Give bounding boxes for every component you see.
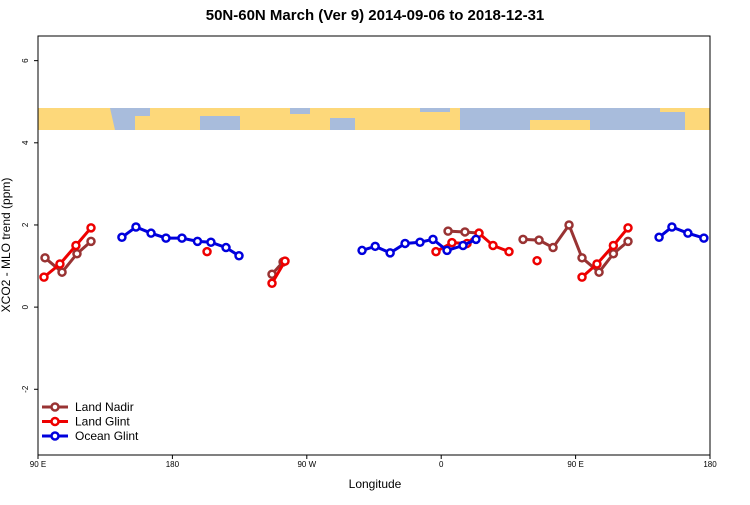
chart-title: 50N-60N March (Ver 9) 2014-09-06 to 2018… <box>206 7 545 24</box>
point <box>385 248 395 258</box>
legend-label: Land Glint <box>75 415 130 429</box>
point <box>577 272 587 282</box>
point <box>234 251 244 261</box>
x-tick-label: 90 E <box>567 460 583 469</box>
point <box>592 259 602 269</box>
point <box>443 226 453 236</box>
legend-marker <box>50 431 60 441</box>
point <box>415 237 425 247</box>
point <box>40 253 50 263</box>
point <box>71 240 81 251</box>
point <box>39 272 49 282</box>
point <box>577 253 587 263</box>
point <box>428 234 438 245</box>
x-tick-label: 90 W <box>297 460 316 469</box>
point <box>471 234 481 245</box>
map-strip <box>38 108 710 130</box>
point <box>504 246 514 257</box>
point <box>623 223 633 233</box>
point <box>400 238 410 249</box>
point <box>548 242 558 253</box>
point <box>532 255 542 266</box>
point <box>131 222 141 232</box>
y-tick-label: 0 <box>21 304 30 309</box>
series-line <box>43 226 630 285</box>
point <box>683 228 693 238</box>
point <box>267 269 277 280</box>
x-tick-label: 180 <box>166 460 180 469</box>
point <box>370 241 380 252</box>
legend-label: Ocean Glint <box>75 429 139 443</box>
x-tick-label: 0 <box>439 460 444 469</box>
point <box>57 267 67 277</box>
point <box>431 246 441 257</box>
point <box>594 267 604 277</box>
point <box>267 278 277 289</box>
point <box>192 236 203 247</box>
point <box>55 259 65 269</box>
point <box>564 220 574 230</box>
point <box>518 234 528 245</box>
plot-frame <box>37 35 711 456</box>
point <box>699 233 709 243</box>
point <box>357 245 367 256</box>
point <box>146 228 156 238</box>
y-tick-label: 2 <box>21 222 30 227</box>
point <box>488 240 498 251</box>
legend-marker <box>50 402 60 412</box>
legend-marker <box>50 416 60 427</box>
point <box>458 240 468 251</box>
point <box>534 235 544 245</box>
point <box>117 232 127 243</box>
point <box>667 222 677 232</box>
point <box>623 236 633 247</box>
x-axis-label: Longitude <box>349 477 402 491</box>
y-tick-label: -2 <box>21 385 30 393</box>
y-tick-label: 6 <box>21 58 30 63</box>
point <box>72 248 82 259</box>
point <box>221 242 231 253</box>
legend-label: Land Nadir <box>75 400 134 414</box>
point <box>177 233 187 243</box>
x-tick-label: 180 <box>703 460 717 469</box>
point <box>161 233 171 243</box>
y-axis-label: XCO2 - MLO trend (ppm) <box>0 178 13 313</box>
point <box>608 248 619 259</box>
point <box>460 227 470 237</box>
point <box>206 237 216 247</box>
point <box>442 245 452 256</box>
point <box>447 237 457 248</box>
point <box>86 223 96 233</box>
y-tick-label: 4 <box>21 140 30 145</box>
point <box>86 236 96 247</box>
point <box>202 246 212 257</box>
point <box>654 232 664 243</box>
series-line <box>44 221 629 276</box>
point <box>280 256 290 266</box>
point <box>608 240 619 251</box>
x-tick-label: 90 E <box>30 460 46 469</box>
